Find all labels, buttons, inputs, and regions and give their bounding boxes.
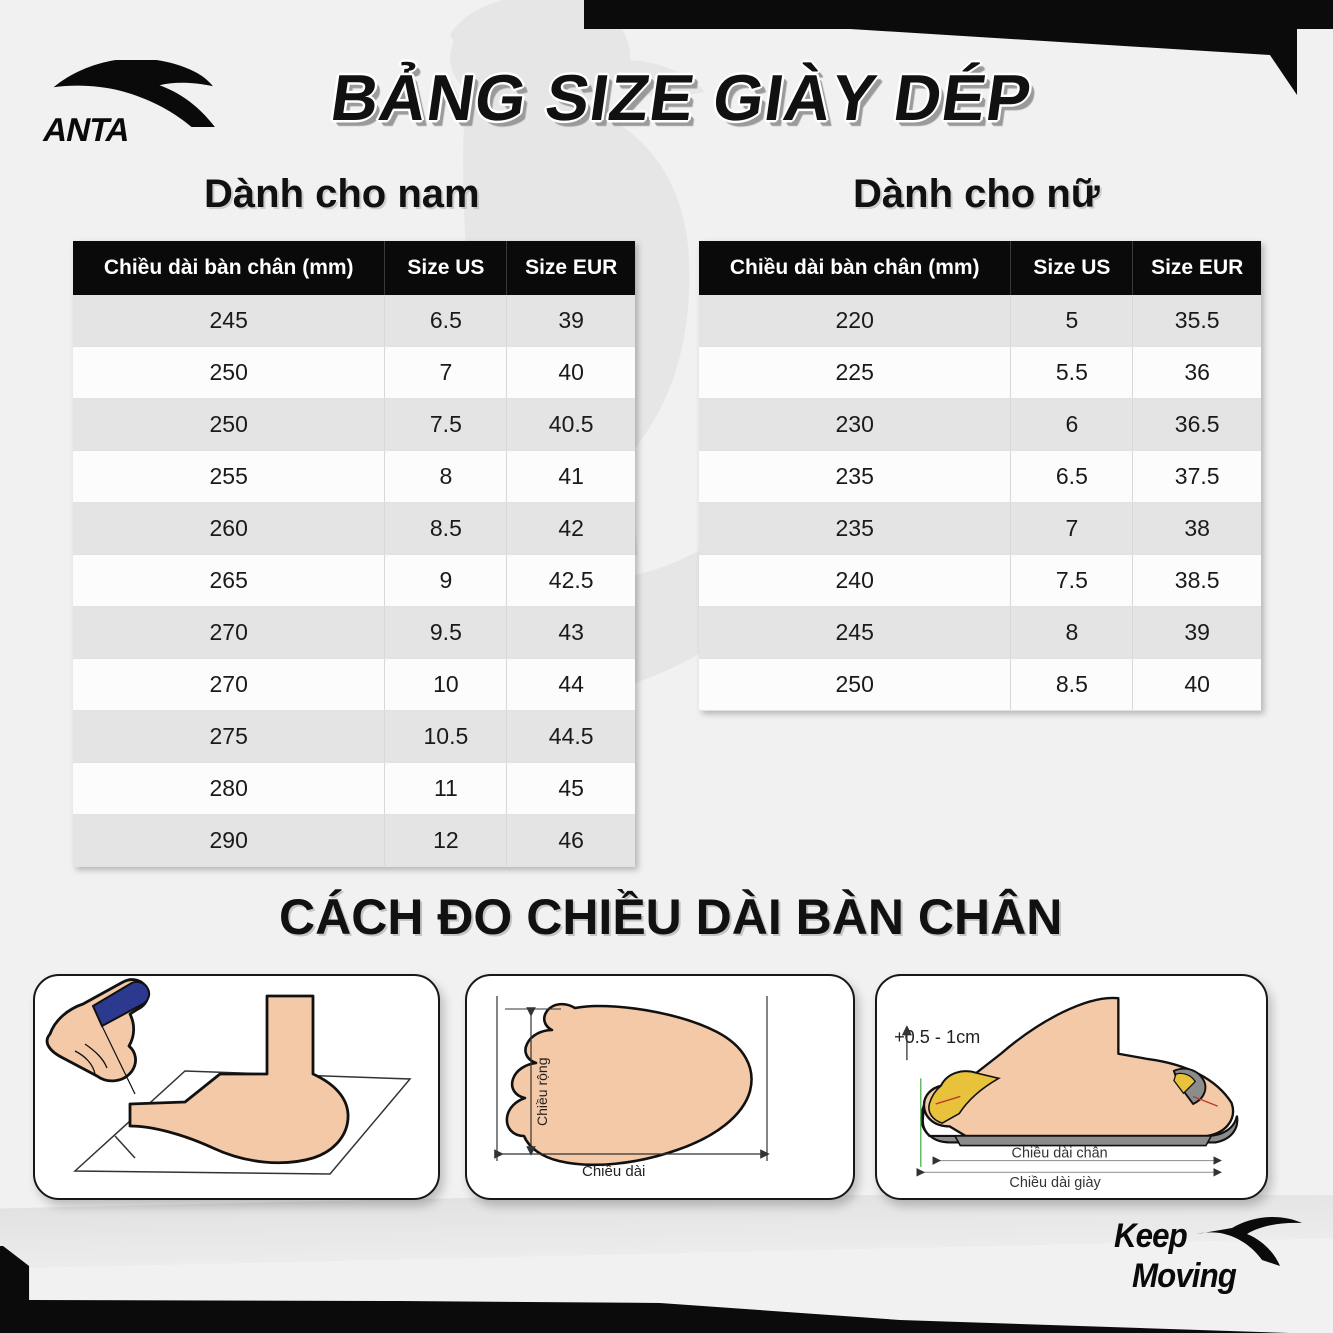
svg-text:Chiều dài giày: Chiều dài giày — [1009, 1175, 1101, 1191]
svg-text:Chiều dài: Chiều dài — [582, 1163, 645, 1180]
svg-text:Chiều rộng: Chiều rộng — [534, 1058, 550, 1127]
svg-text:Chiều dài chân: Chiều dài chân — [1012, 1145, 1108, 1161]
